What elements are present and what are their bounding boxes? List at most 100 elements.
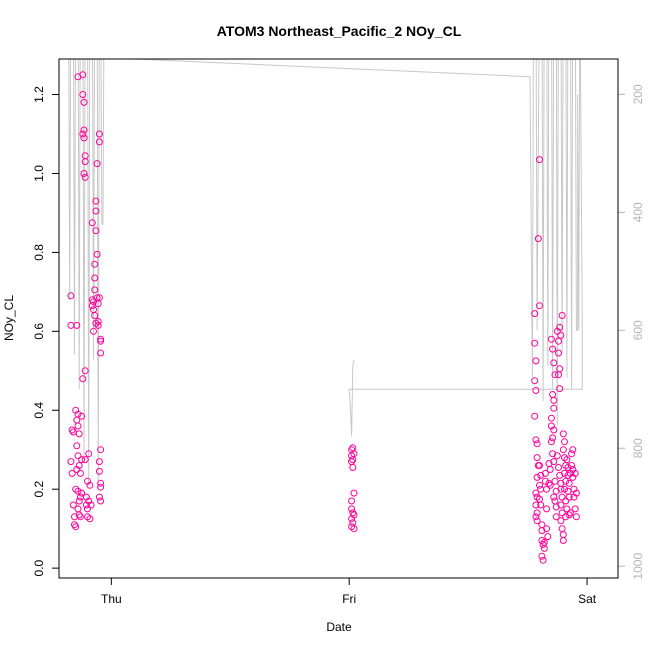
plot-box (58, 58, 619, 579)
data-point (557, 331, 565, 339)
data-point (94, 300, 102, 308)
data-point (563, 456, 571, 464)
y-tick-label: 0.4 (32, 402, 46, 419)
data-point (348, 458, 356, 466)
plot-area: 0.0 0.2 0.4 0.6 0.8 1.0 1.2 Thu Fri Sat 200 400 600 8… (32, 58, 645, 606)
data-point (349, 519, 357, 527)
data-point (80, 170, 88, 177)
data-point (72, 485, 80, 493)
data-point (97, 446, 105, 454)
data-point (84, 505, 91, 513)
data-point (91, 312, 99, 319)
data-point (532, 436, 540, 444)
data-point (557, 517, 565, 525)
data-point (348, 505, 356, 513)
data-point (564, 487, 572, 495)
data-point (78, 456, 86, 464)
data-point (565, 493, 573, 501)
data-point (562, 477, 570, 485)
data-point (92, 319, 100, 327)
data-point (533, 454, 541, 462)
data-point (92, 227, 100, 235)
data-point (349, 464, 357, 471)
y2-tick-label: 200 (631, 84, 645, 104)
y2-tick-label: 1000 (631, 553, 645, 580)
data-point (97, 337, 105, 345)
data-point (91, 260, 99, 268)
data-point (95, 493, 103, 501)
data-point (537, 471, 545, 479)
data-point (557, 501, 565, 509)
data-point (569, 446, 577, 454)
data-point (565, 479, 573, 487)
data-point (90, 327, 97, 335)
data-point (81, 173, 89, 181)
data-point (97, 335, 105, 343)
data-point (572, 489, 580, 497)
data-point (74, 410, 82, 418)
data-point (91, 274, 99, 282)
data-point (95, 130, 103, 138)
data-point (543, 525, 551, 533)
x-axis-label: Date (326, 620, 352, 634)
data-point (549, 450, 557, 458)
data-point (91, 286, 99, 294)
data-point (81, 456, 89, 464)
data-point (92, 207, 100, 215)
data-point (539, 556, 547, 564)
data-point (536, 156, 543, 164)
data-point (79, 71, 87, 79)
data-point (350, 450, 358, 458)
data-point (75, 430, 83, 438)
data-point (572, 513, 580, 521)
data-point (556, 323, 564, 331)
data-point (540, 544, 548, 552)
chart-title: ATOM3 Northeast_Pacific_2 NOy_CL (217, 23, 462, 39)
data-point (76, 493, 84, 501)
y2-tick-label: 600 (631, 320, 645, 340)
data-point (550, 359, 558, 367)
data-point (549, 391, 557, 398)
data-point (558, 525, 566, 533)
data-point (531, 412, 539, 420)
data-point (349, 444, 357, 452)
data-point (558, 493, 566, 501)
data-point (97, 497, 105, 505)
data-point (88, 219, 96, 227)
data-point (568, 462, 576, 469)
data-point (552, 513, 560, 521)
data-point (557, 485, 565, 493)
data-point (536, 462, 543, 469)
data-point (72, 523, 80, 531)
y2-tick-label: 400 (631, 202, 645, 222)
data-point (562, 497, 570, 505)
data-point (555, 337, 562, 345)
data-point (552, 503, 560, 511)
data-point (75, 511, 83, 519)
data-point (73, 442, 81, 450)
data-point (82, 501, 90, 509)
data-point (549, 434, 557, 442)
data-point (532, 357, 540, 365)
data-point (552, 487, 560, 495)
data-point (568, 450, 576, 458)
data-point (78, 412, 86, 420)
secondary-line (68, 59, 583, 490)
data-point (555, 371, 562, 379)
data-point (97, 479, 105, 487)
data-point (538, 552, 546, 560)
data-point (533, 440, 541, 448)
data-point (86, 481, 94, 489)
data-point (73, 466, 81, 473)
data-point (81, 158, 89, 166)
data-point (558, 312, 566, 319)
data-point (571, 505, 579, 513)
data-point (533, 473, 541, 481)
data-point (532, 513, 540, 521)
x-tick-label: Fri (342, 592, 356, 606)
data-point (93, 250, 101, 258)
y-tick-label: 0.0 (32, 559, 46, 576)
data-point (95, 467, 103, 475)
data-point (90, 298, 97, 306)
data-point (559, 430, 567, 438)
